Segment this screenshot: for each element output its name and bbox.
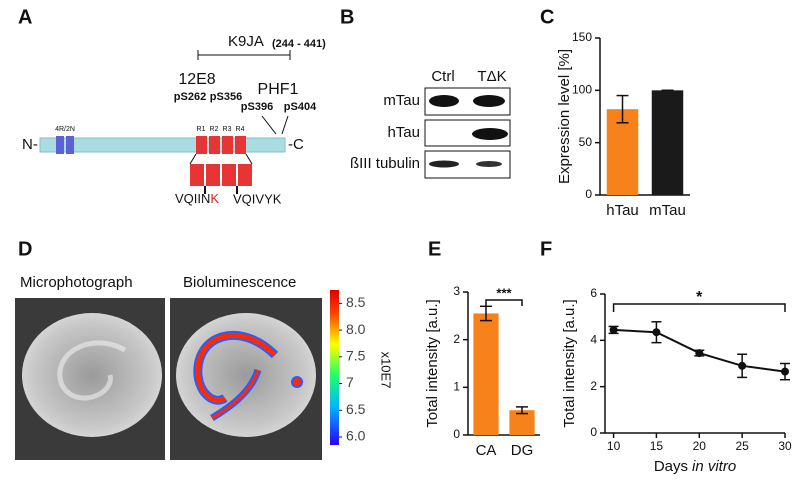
significance-bracket — [612, 303, 786, 312]
micrographs — [15, 290, 339, 460]
x-tick-label: CA — [476, 442, 497, 459]
bar — [473, 313, 499, 435]
x-tick-label: mTau — [649, 202, 686, 219]
phf1-label: PHF1 — [258, 81, 299, 98]
point — [781, 367, 789, 376]
motif-part: VQIIN — [175, 191, 210, 206]
repeat-label: R3 — [223, 126, 232, 133]
y-tick-label: 50 — [579, 135, 593, 149]
antibody-label: 12E8 — [178, 71, 215, 88]
x-tick-label: 15 — [650, 439, 664, 453]
image-title: Bioluminescence — [183, 274, 296, 291]
point — [738, 361, 747, 370]
x-tick-label: 20 — [693, 439, 707, 453]
point — [652, 328, 661, 337]
colorbar-unit: x10E7 — [379, 352, 394, 389]
y-tick-label: 0 — [585, 187, 592, 201]
y-tick-label: 2 — [590, 379, 597, 393]
bar — [509, 410, 535, 435]
site-label: pS356 — [210, 91, 242, 103]
site-label: pS404 — [284, 101, 317, 113]
colorbar-tick-label: 7 — [346, 374, 354, 390]
x-tick-label: hTau — [606, 202, 639, 219]
x-axis-label: Days in vitro — [654, 458, 736, 475]
colorbar-tick-label: 8.5 — [346, 294, 366, 310]
x-axis-label-part: Days — [654, 458, 688, 475]
blot-column: TΔK — [477, 68, 506, 85]
y-tick-label: 100 — [572, 83, 592, 97]
domain-label: 4R/2N — [55, 126, 75, 133]
motif-part: K — [210, 191, 219, 206]
k9ja-range: (244 - 441) — [272, 38, 326, 50]
site-label: pS396 — [241, 101, 273, 113]
y-tick-label: 150 — [572, 30, 592, 44]
x-tick-label: 30 — [778, 439, 792, 453]
point — [695, 349, 704, 358]
significance: *** — [496, 285, 512, 300]
panel-label: F — [540, 238, 552, 260]
panel-label: C — [540, 6, 554, 28]
colorbar-tick-label: 7.5 — [346, 348, 366, 364]
x-tick-label: 10 — [607, 439, 621, 453]
panel-label: D — [18, 238, 32, 260]
y-tick-label: 1 — [453, 380, 460, 394]
y-axis-label: Total intensity [a.u.] — [561, 299, 578, 427]
y-axis-label: Expression level [%] — [556, 49, 573, 184]
n-terminus: N- — [22, 136, 38, 153]
motif: VQIINK — [175, 191, 219, 206]
colorbar-tick-label: 6.0 — [346, 428, 366, 444]
repeat-label: R1 — [197, 126, 206, 133]
x-tick-label: DG — [511, 442, 534, 459]
western-blot — [424, 87, 511, 179]
image-title: Microphotograph — [20, 274, 133, 291]
panel-label: A — [18, 6, 32, 28]
y-tick-label: 6 — [590, 286, 597, 300]
blot-row: mTau — [383, 92, 420, 109]
blot-row: hTau — [387, 124, 420, 141]
motif: VQIVYK — [233, 191, 282, 206]
repeat-label: R4 — [236, 126, 245, 133]
y-tick-label: 2 — [453, 332, 460, 346]
blot-column: Ctrl — [431, 68, 454, 85]
repeat-label: R2 — [210, 126, 219, 133]
bar — [651, 90, 684, 195]
x-axis-label-part: in vitro — [692, 458, 736, 475]
y-tick-label: 4 — [590, 333, 597, 347]
y-tick-label: 3 — [453, 284, 460, 298]
blot-row: ßIII tubulin — [350, 155, 420, 172]
site-label: pS262 — [174, 91, 206, 103]
point — [609, 325, 618, 334]
significance-bracket — [485, 299, 523, 306]
y-tick-label: 0 — [590, 425, 597, 439]
tau-diagram — [39, 50, 291, 194]
colorbar-tick-label: 8.0 — [346, 321, 366, 337]
c-terminus: -C — [288, 136, 304, 153]
k9ja-label: K9JA — [228, 33, 264, 50]
x-tick-label: 25 — [735, 439, 749, 453]
panel-label: E — [428, 238, 441, 260]
y-tick-label: 0 — [453, 427, 460, 441]
panel-label: B — [340, 6, 354, 28]
y-axis-label: Total intensity [a.u.] — [424, 299, 441, 427]
significance: * — [696, 289, 703, 306]
colorbar-tick-label: 6.5 — [346, 401, 366, 417]
